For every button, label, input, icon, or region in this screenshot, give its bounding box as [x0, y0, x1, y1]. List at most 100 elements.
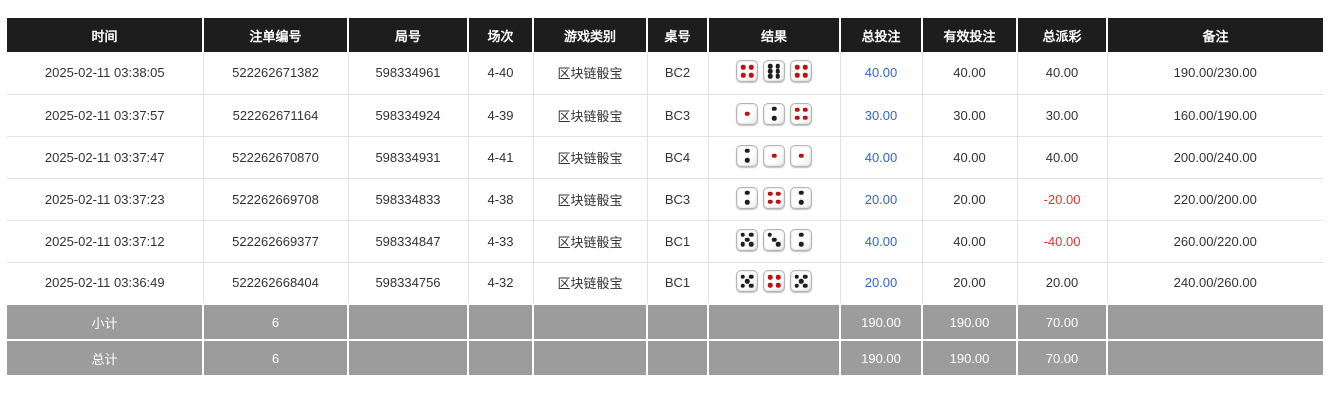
- total-bet-link[interactable]: 30.00: [864, 107, 898, 123]
- header-row: 时间 注单编号 局号 场次 游戏类别 桌号 结果 总投注 有效投注 总派彩 备注: [7, 18, 1323, 52]
- cell-game-type: 区块链骰宝: [532, 177, 648, 221]
- dice-result-icons: [736, 102, 812, 125]
- cell-game-type: 区块链骰宝: [532, 261, 648, 305]
- summary-empty-session: [467, 339, 534, 377]
- die-4-icon: [763, 270, 785, 293]
- die-5-icon: [736, 270, 758, 293]
- die-2-icon: [763, 102, 785, 125]
- cell-remark: 200.00/240.00: [1106, 135, 1323, 179]
- die-4-icon: [790, 60, 812, 83]
- summary-payout: 70.00: [1016, 339, 1108, 377]
- cell-valid-bet: 30.00: [921, 93, 1018, 137]
- cell-remark: 260.00/220.00: [1106, 219, 1323, 263]
- die-2-icon: [790, 228, 812, 251]
- cell-session: 4-41: [467, 135, 534, 179]
- cell-time: 2025-02-11 03:37:57: [7, 93, 204, 137]
- cell-remark: 240.00/260.00: [1106, 261, 1323, 305]
- cell-total-bet: 40.00: [839, 135, 923, 179]
- betting-records-table: 时间 注单编号 局号 场次 游戏类别 桌号 结果 总投注 有效投注 总派彩 备注 2025-02-1…: [7, 18, 1323, 377]
- total-bet-link[interactable]: 40.00: [864, 233, 898, 249]
- total-bet-link[interactable]: 20.00: [864, 191, 898, 207]
- summary-label: 总计: [7, 339, 204, 377]
- summary-label: 小计: [7, 303, 204, 341]
- cell-total-bet: 40.00: [839, 219, 923, 263]
- cell-table-no: BC3: [646, 93, 709, 137]
- cell-bet-id: 522262669708: [202, 177, 349, 221]
- die-1-icon: [736, 102, 758, 125]
- dice-result-icons: [736, 186, 812, 209]
- column-header-round_no: 局号: [347, 18, 469, 52]
- table-row: 2025-02-11 03:37:47 522262670870 598334931…: [7, 135, 1323, 179]
- cell-round-no: 598334847: [347, 219, 469, 263]
- cell-payout: -40.00: [1016, 219, 1108, 263]
- cell-remark: 190.00/230.00: [1106, 52, 1323, 95]
- cell-remark: 220.00/200.00: [1106, 177, 1323, 221]
- column-header-valid_bet: 有效投注: [921, 18, 1018, 52]
- total-bet-link[interactable]: 20.00: [864, 275, 898, 291]
- cell-round-no: 598334961: [347, 52, 469, 95]
- cell-table-no: BC1: [646, 219, 709, 263]
- summary-count: 6: [202, 303, 349, 341]
- cell-round-no: 598334756: [347, 261, 469, 305]
- summary-empty-result: [707, 339, 841, 377]
- cell-table-no: BC4: [646, 135, 709, 179]
- die-4-icon: [736, 60, 758, 83]
- cell-time: 2025-02-11 03:36:49: [7, 261, 204, 305]
- cell-time: 2025-02-11 03:37:23: [7, 177, 204, 221]
- column-header-result: 结果: [707, 18, 841, 52]
- column-header-game_type: 游戏类别: [532, 18, 648, 52]
- cell-bet-id: 522262668404: [202, 261, 349, 305]
- summary-count: 6: [202, 339, 349, 377]
- cell-game-type: 区块链骰宝: [532, 219, 648, 263]
- cell-table-no: BC3: [646, 177, 709, 221]
- cell-bet-id: 522262671382: [202, 52, 349, 95]
- dice-result-icons: [736, 60, 812, 83]
- column-header-total_bet: 总投注: [839, 18, 923, 52]
- summary-row-total: 总计 6 190.00 190.00 70.00: [7, 339, 1323, 377]
- cell-result: [707, 219, 841, 263]
- cell-result: [707, 177, 841, 221]
- cell-time: 2025-02-11 03:37:12: [7, 219, 204, 263]
- summary-valid-bet: 190.00: [921, 339, 1018, 377]
- cell-total-bet: 40.00: [839, 52, 923, 95]
- betting-records-page: 时间 注单编号 局号 场次 游戏类别 桌号 结果 总投注 有效投注 总派彩 备注 2025-02-1…: [7, 18, 1323, 377]
- table-header: 时间 注单编号 局号 场次 游戏类别 桌号 结果 总投注 有效投注 总派彩 备注: [7, 18, 1323, 52]
- column-header-session: 场次: [467, 18, 534, 52]
- dice-result-icons: [736, 228, 812, 251]
- cell-remark: 160.00/190.00: [1106, 93, 1323, 137]
- summary-valid-bet: 190.00: [921, 303, 1018, 341]
- cell-round-no: 598334833: [347, 177, 469, 221]
- die-2-icon: [736, 186, 758, 209]
- table-row: 2025-02-11 03:37:23 522262669708 598334833…: [7, 177, 1323, 221]
- table-row: 2025-02-11 03:38:05 522262671382 598334961…: [7, 52, 1323, 95]
- total-bet-link[interactable]: 40.00: [864, 149, 898, 165]
- cell-session: 4-33: [467, 219, 534, 263]
- column-header-table_no: 桌号: [646, 18, 709, 52]
- die-6-icon: [763, 60, 785, 83]
- cell-payout: 30.00: [1016, 93, 1108, 137]
- cell-bet-id: 522262671164: [202, 93, 349, 137]
- summary-row-subtotal: 小计 6 190.00 190.00 70.00: [7, 303, 1323, 341]
- column-header-bet_id: 注单编号: [202, 18, 349, 52]
- summary-empty-game-type: [532, 339, 648, 377]
- cell-game-type: 区块链骰宝: [532, 93, 648, 137]
- cell-total-bet: 20.00: [839, 261, 923, 305]
- summary-empty-remark: [1106, 303, 1323, 341]
- cell-payout: -20.00: [1016, 177, 1108, 221]
- die-5-icon: [736, 228, 758, 251]
- cell-game-type: 区块链骰宝: [532, 135, 648, 179]
- summary-empty-table-no: [646, 339, 709, 377]
- cell-time: 2025-02-11 03:38:05: [7, 52, 204, 95]
- cell-result: [707, 261, 841, 305]
- dice-result-icons: [736, 270, 812, 293]
- column-header-remark: 备注: [1106, 18, 1323, 52]
- table-row: 2025-02-11 03:37:12 522262669377 598334847…: [7, 219, 1323, 263]
- cell-table-no: BC2: [646, 52, 709, 95]
- cell-result: [707, 52, 841, 95]
- cell-result: [707, 135, 841, 179]
- total-bet-link[interactable]: 40.00: [864, 65, 898, 81]
- cell-total-bet: 20.00: [839, 177, 923, 221]
- cell-valid-bet: 40.00: [921, 135, 1018, 179]
- summary-empty-round: [347, 339, 469, 377]
- die-2-icon: [736, 144, 758, 167]
